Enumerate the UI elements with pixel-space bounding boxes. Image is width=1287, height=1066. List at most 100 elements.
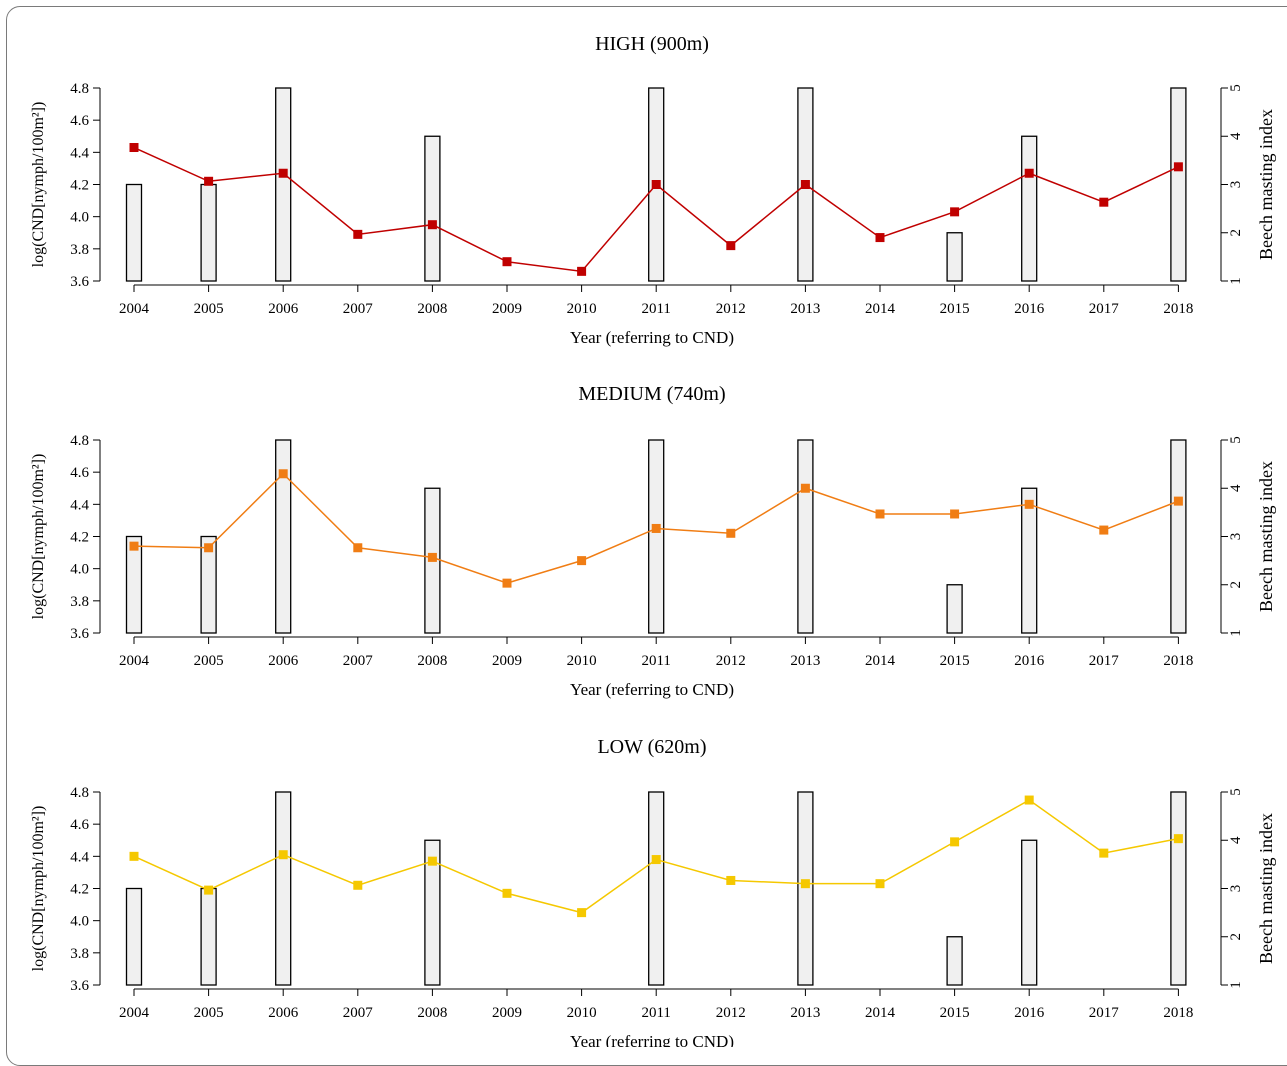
x-tick-label: 2014 bbox=[865, 653, 896, 669]
x-axis-label: Year (referring to CND) bbox=[570, 328, 734, 347]
bar bbox=[1170, 439, 1187, 634]
data-point bbox=[502, 257, 512, 267]
x-tick-label: 2011 bbox=[641, 301, 670, 317]
bar bbox=[946, 936, 963, 986]
bar bbox=[797, 791, 814, 986]
y-axis-label-left: log(CND[nymph/100m²]) bbox=[30, 454, 47, 620]
y-tick-label-left: 4.6 bbox=[70, 817, 89, 833]
data-point bbox=[726, 875, 736, 885]
x-tick-label: 2005 bbox=[194, 653, 224, 669]
bar bbox=[1170, 791, 1187, 986]
y-tick-label-right: 5 bbox=[1228, 788, 1244, 796]
data-point bbox=[1024, 499, 1034, 509]
x-tick-label: 2018 bbox=[1163, 301, 1193, 317]
y-tick-label-left: 4.0 bbox=[70, 914, 89, 930]
bar bbox=[797, 439, 814, 634]
x-tick-label: 2016 bbox=[1014, 653, 1045, 669]
x-tick-label: 2012 bbox=[716, 1005, 746, 1021]
data-point bbox=[875, 233, 885, 243]
x-tick-label: 2013 bbox=[790, 653, 820, 669]
bar bbox=[275, 791, 292, 986]
y-tick-label-left: 4.0 bbox=[70, 210, 89, 226]
data-point bbox=[800, 879, 810, 889]
y-tick-label-right: 2 bbox=[1228, 933, 1244, 941]
y-tick-label-left: 4.0 bbox=[70, 562, 89, 578]
data-point bbox=[1099, 525, 1109, 535]
data-point bbox=[427, 856, 437, 866]
x-tick-label: 2009 bbox=[492, 653, 522, 669]
data-point bbox=[875, 879, 885, 889]
x-axis-label: Year (referring to CND) bbox=[570, 680, 734, 699]
data-point bbox=[502, 888, 512, 898]
data-point bbox=[800, 180, 810, 189]
data-point bbox=[502, 578, 512, 588]
y-axis-label-right: Beech masting index bbox=[1256, 813, 1276, 964]
bar bbox=[946, 584, 963, 634]
data-point bbox=[726, 528, 736, 538]
y-tick-label-right: 3 bbox=[1228, 885, 1244, 893]
bar bbox=[125, 183, 143, 282]
x-tick-label: 2010 bbox=[567, 301, 597, 317]
y-tick-label-right: 1 bbox=[1228, 277, 1244, 285]
y-tick-label-left: 4.2 bbox=[70, 530, 89, 546]
x-tick-label: 2012 bbox=[716, 301, 746, 317]
data-point bbox=[427, 552, 437, 562]
x-axis-label: Year (referring to CND) bbox=[570, 1032, 734, 1047]
data-point bbox=[427, 220, 437, 230]
x-tick-label: 2007 bbox=[343, 653, 374, 669]
data-point bbox=[577, 556, 587, 566]
data-point bbox=[875, 509, 885, 519]
data-point bbox=[204, 885, 214, 895]
data-point bbox=[278, 469, 288, 479]
x-tick-label: 2011 bbox=[641, 653, 670, 669]
y-tick-label-left: 4.8 bbox=[70, 785, 89, 801]
x-tick-label: 2011 bbox=[641, 1005, 670, 1021]
y-tick-label-left: 3.6 bbox=[70, 626, 89, 642]
chart-panel-1: HIGH (900m) 3.6 3.8 4.0 4.2 4.4 4.6 4.8 log(CND[… bbox=[30, 33, 1276, 347]
x-tick-label: 2013 bbox=[790, 1005, 820, 1021]
x-tick-label: 2009 bbox=[492, 1005, 522, 1021]
x-tick-label: 2005 bbox=[194, 301, 224, 317]
y-tick-label-left: 3.8 bbox=[70, 946, 89, 962]
x-tick-label: 2012 bbox=[716, 653, 746, 669]
y-tick-label-left: 4.8 bbox=[70, 433, 89, 449]
x-tick-label: 2006 bbox=[268, 1005, 299, 1021]
bar bbox=[1021, 487, 1038, 634]
y-tick-label-right: 2 bbox=[1228, 229, 1244, 237]
data-point bbox=[1173, 162, 1183, 172]
y-axis-label-right: Beech masting index bbox=[1256, 109, 1276, 260]
x-tick-label: 2017 bbox=[1089, 653, 1120, 669]
x-tick-label: 2007 bbox=[343, 1005, 374, 1021]
data-point bbox=[129, 143, 139, 153]
bar bbox=[1170, 87, 1187, 282]
data-point bbox=[1173, 834, 1183, 844]
x-tick-label: 2017 bbox=[1089, 1005, 1120, 1021]
y-tick-label-right: 4 bbox=[1228, 132, 1244, 140]
y-axis-label-right: Beech masting index bbox=[1256, 461, 1276, 612]
data-point bbox=[950, 207, 960, 217]
y-tick-label-right: 3 bbox=[1228, 533, 1244, 541]
y-tick-label-left: 4.2 bbox=[70, 882, 89, 898]
data-point bbox=[950, 509, 960, 519]
bar bbox=[200, 535, 217, 634]
data-point bbox=[353, 543, 363, 553]
y-tick-label-left: 3.6 bbox=[70, 978, 89, 994]
y-tick-label-left: 4.4 bbox=[70, 497, 89, 513]
y-tick-label-right: 1 bbox=[1228, 629, 1244, 637]
chart-panel-2: MEDIUM (740m) 3.6 3.8 4.0 4.2 4.4 4.6 4.8 log(CN… bbox=[30, 383, 1276, 699]
y-axis-label-left: log(CND[nymph/100m²]) bbox=[30, 806, 47, 972]
y-tick-label-right: 4 bbox=[1228, 484, 1244, 492]
bar bbox=[275, 87, 292, 282]
data-point bbox=[1099, 197, 1109, 207]
chart-title: HIGH (900m) bbox=[595, 33, 709, 55]
x-tick-label: 2004 bbox=[119, 653, 150, 669]
data-point bbox=[353, 229, 363, 239]
bar bbox=[200, 183, 217, 282]
data-point bbox=[204, 543, 214, 553]
data-point bbox=[129, 541, 139, 551]
y-tick-label-left: 4.8 bbox=[70, 81, 89, 97]
data-point bbox=[726, 241, 736, 251]
data-point bbox=[577, 266, 587, 276]
data-point bbox=[950, 837, 960, 847]
